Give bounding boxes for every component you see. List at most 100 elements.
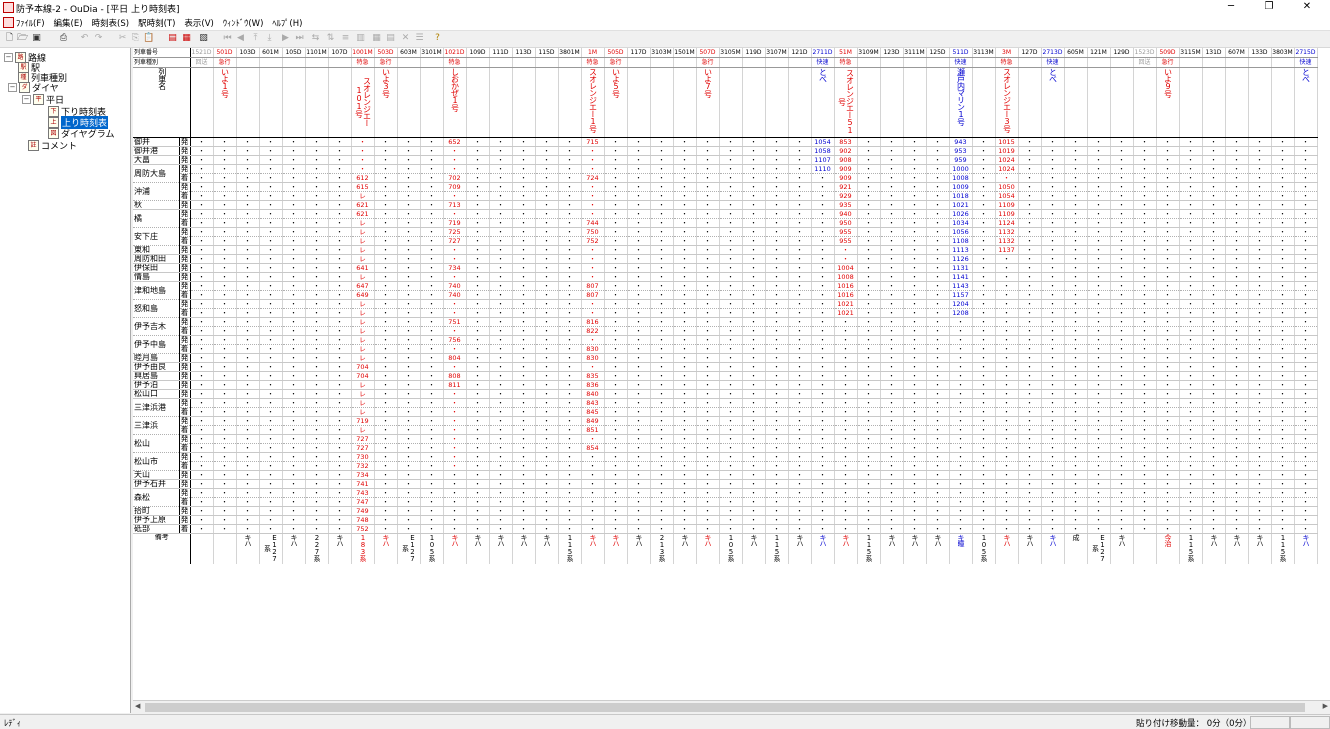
time-cell[interactable]: ・ (650, 389, 674, 399)
time-cell[interactable]: ・ (259, 227, 283, 237)
time-cell[interactable]: ・ (1110, 416, 1134, 426)
time-cell[interactable]: ・ (719, 389, 743, 399)
cross-icon[interactable]: ✕ (401, 33, 410, 43)
train-type-cell[interactable]: 特急 (834, 57, 858, 68)
time-cell[interactable]: ・ (811, 272, 835, 282)
time-cell[interactable]: ・ (604, 263, 628, 273)
time-cell[interactable]: ・ (811, 362, 835, 372)
time-cell[interactable]: ・ (926, 425, 950, 435)
time-cell[interactable]: ・ (857, 326, 881, 336)
time-cell[interactable]: レ (351, 245, 375, 255)
time-cell[interactable]: ・ (282, 416, 306, 426)
time-cell[interactable]: ・ (696, 200, 720, 210)
time-cell[interactable]: ・ (650, 443, 674, 453)
scroll-right-icon[interactable]: ▶ (1322, 702, 1328, 710)
time-cell[interactable]: ・ (1041, 389, 1065, 399)
time-cell[interactable]: ・ (489, 497, 513, 507)
time-cell[interactable]: ・ (1110, 281, 1134, 291)
time-cell[interactable]: ・ (604, 497, 628, 507)
time-cell[interactable]: ・ (328, 470, 352, 480)
time-cell[interactable]: ・ (880, 281, 904, 291)
time-cell[interactable]: ・ (1202, 335, 1226, 345)
time-cell[interactable]: ・ (903, 506, 927, 516)
time-cell[interactable]: ・ (1018, 137, 1042, 147)
time-cell[interactable]: ・ (558, 173, 582, 183)
time-cell[interactable]: ・ (788, 326, 812, 336)
time-cell[interactable]: ・ (236, 317, 260, 327)
time-cell[interactable]: ・ (857, 380, 881, 390)
time-cell[interactable]: ・ (190, 137, 214, 147)
time-cell[interactable]: ・ (1248, 371, 1272, 381)
time-cell[interactable]: ・ (397, 326, 421, 336)
time-cell[interactable]: ・ (420, 245, 444, 255)
time-cell[interactable]: ・ (673, 146, 697, 156)
time-cell[interactable]: ・ (1041, 344, 1065, 354)
time-cell[interactable]: ・ (213, 515, 237, 525)
time-cell[interactable]: ・ (673, 182, 697, 192)
time-cell[interactable]: ・ (466, 173, 490, 183)
time-cell[interactable]: ・ (489, 182, 513, 192)
time-cell[interactable]: ・ (1225, 371, 1249, 381)
time-cell[interactable]: ・ (1156, 443, 1180, 453)
time-cell[interactable]: ・ (788, 317, 812, 327)
time-cell[interactable]: ・ (512, 272, 536, 282)
time-cell[interactable]: ・ (1271, 290, 1295, 300)
time-cell[interactable]: ・ (328, 308, 352, 318)
time-cell[interactable]: ・ (1202, 326, 1226, 336)
time-cell[interactable]: ・ (1202, 398, 1226, 408)
time-cell[interactable]: ・ (1179, 308, 1203, 318)
time-cell[interactable]: ・ (834, 335, 858, 345)
time-cell[interactable]: ・ (1156, 488, 1180, 498)
time-cell[interactable]: ・ (535, 245, 559, 255)
time-cell[interactable]: 1208 (949, 308, 973, 318)
remarks-cell[interactable]: 115系 (1179, 533, 1203, 564)
time-cell[interactable]: ・ (466, 209, 490, 219)
time-cell[interactable]: ・ (673, 164, 697, 174)
time-cell[interactable]: ・ (1133, 515, 1157, 525)
time-cell[interactable]: ・ (328, 254, 352, 264)
time-cell[interactable]: ・ (282, 272, 306, 282)
time-cell[interactable]: ・ (374, 272, 398, 282)
time-cell[interactable]: ・ (765, 218, 789, 228)
time-cell[interactable]: ・ (305, 416, 329, 426)
time-cell[interactable]: ・ (305, 524, 329, 534)
train-name-cell[interactable] (1248, 67, 1272, 138)
time-cell[interactable]: ・ (397, 497, 421, 507)
time-cell[interactable]: ・ (420, 290, 444, 300)
time-cell[interactable]: ・ (190, 236, 214, 246)
time-cell[interactable]: ・ (926, 362, 950, 372)
time-cell[interactable]: ・ (765, 209, 789, 219)
time-cell[interactable]: ・ (1294, 290, 1318, 300)
time-cell[interactable]: ・ (1225, 470, 1249, 480)
train-number-cell[interactable]: 1021D (443, 48, 467, 58)
train-number-cell[interactable]: 605M (1064, 48, 1088, 58)
time-cell[interactable]: ・ (880, 254, 904, 264)
time-cell[interactable]: ・ (903, 164, 927, 174)
time-cell[interactable]: ・ (1271, 326, 1295, 336)
time-cell[interactable]: ・ (466, 344, 490, 354)
time-cell[interactable]: ・ (328, 380, 352, 390)
time-cell[interactable]: ・ (719, 299, 743, 309)
time-cell[interactable]: ・ (1248, 236, 1272, 246)
time-cell[interactable]: ・ (673, 227, 697, 237)
time-cell[interactable]: ・ (581, 335, 605, 345)
time-cell[interactable]: ・ (190, 389, 214, 399)
time-cell[interactable]: ・ (1248, 506, 1272, 516)
time-cell[interactable]: ・ (1110, 371, 1134, 381)
time-cell[interactable]: ・ (696, 272, 720, 282)
train-type-cell[interactable] (328, 57, 352, 68)
time-cell[interactable]: ・ (213, 443, 237, 453)
time-cell[interactable]: ・ (374, 137, 398, 147)
time-cell[interactable]: 756 (443, 335, 467, 345)
time-cell[interactable]: ・ (1133, 407, 1157, 417)
time-cell[interactable]: 1137 (995, 245, 1019, 255)
train-type-cell[interactable] (857, 57, 881, 68)
time-cell[interactable]: 1108 (949, 236, 973, 246)
time-cell[interactable]: ・ (926, 245, 950, 255)
time-cell[interactable]: ・ (742, 416, 766, 426)
time-cell[interactable]: ・ (742, 488, 766, 498)
time-cell[interactable]: ・ (811, 452, 835, 462)
time-cell[interactable]: ・ (972, 479, 996, 489)
time-cell[interactable]: ・ (926, 515, 950, 525)
time-cell[interactable]: ・ (834, 407, 858, 417)
